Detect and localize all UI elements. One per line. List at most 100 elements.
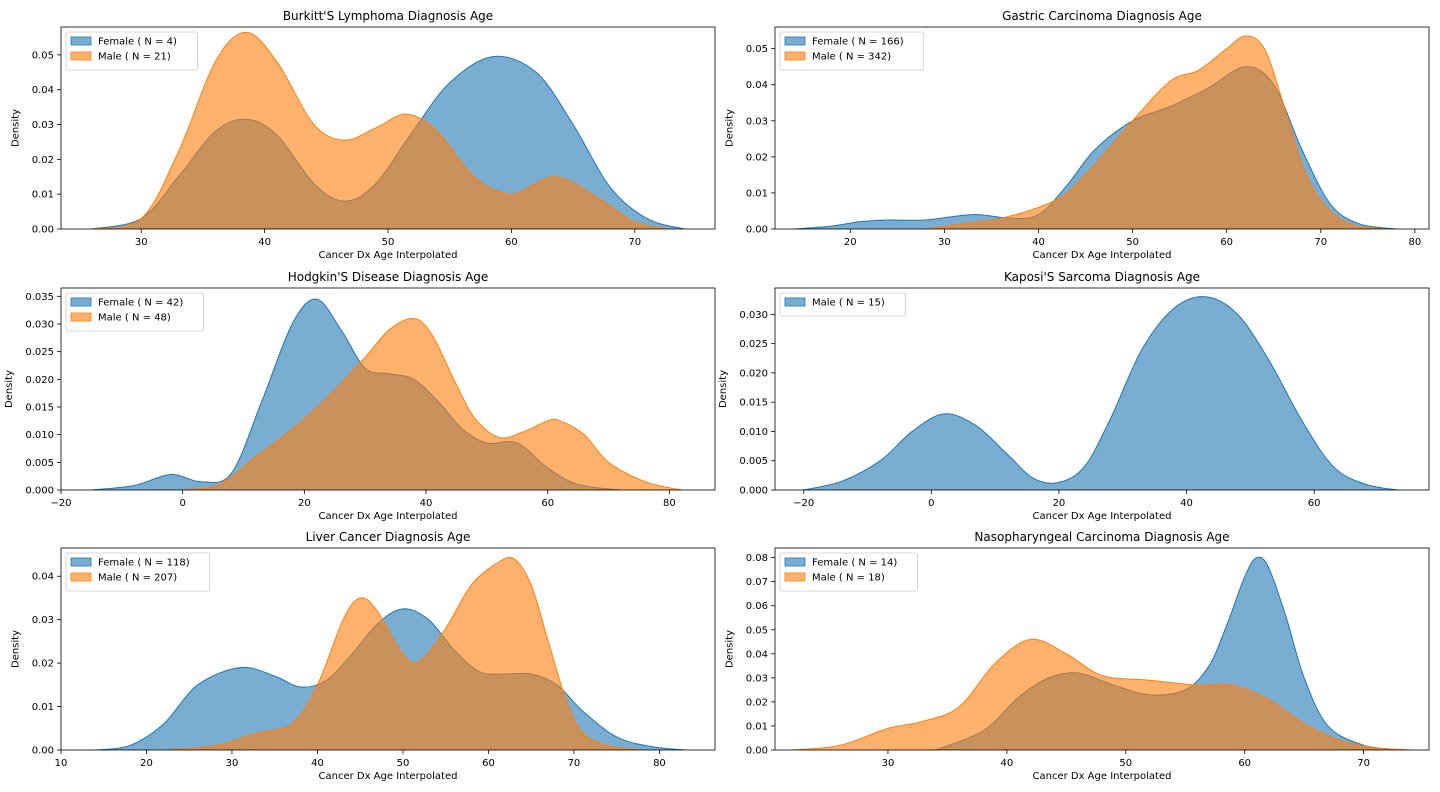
legend-swatch bbox=[70, 557, 92, 567]
density-area-2 bbox=[91, 32, 672, 229]
chart-title: Burkitt'S Lymphoma Diagnosis Age bbox=[283, 9, 493, 23]
x-tick-label: 60 bbox=[1238, 758, 1251, 769]
chart-title: Hodgkin'S Disease Diagnosis Age bbox=[288, 270, 489, 284]
chart-title: Liver Cancer Diagnosis Age bbox=[306, 530, 471, 544]
x-axis-label: Cancer Dx Age Interpolated bbox=[319, 511, 458, 522]
y-tick-label: 0.025 bbox=[739, 339, 768, 350]
y-axis-label: Density bbox=[724, 630, 735, 668]
y-tick-label: 0.00 bbox=[32, 746, 54, 757]
density-line-2 bbox=[163, 556, 643, 750]
legend-swatch bbox=[784, 557, 806, 567]
legend-swatch bbox=[70, 51, 92, 61]
legend-entry: Female ( N = 42) bbox=[98, 298, 183, 309]
legend: Female ( N = 14) Male ( N = 18) bbox=[779, 552, 919, 592]
legend-box bbox=[779, 31, 925, 71]
y-tick-label: 0.01 bbox=[746, 721, 768, 732]
y-tick-label: 0.00 bbox=[746, 225, 768, 236]
legend: Female ( N = 118) Male ( N = 207) bbox=[65, 552, 211, 592]
y-tick-label: 0.02 bbox=[746, 152, 768, 163]
legend-entry: Male ( N = 15) bbox=[812, 298, 885, 309]
y-axis-label: Density bbox=[4, 370, 15, 408]
y-tick-label: 0.06 bbox=[746, 601, 768, 612]
y-tick-label: 0.035 bbox=[25, 292, 54, 303]
y-axis-label: Density bbox=[718, 370, 729, 408]
legend-box bbox=[779, 552, 919, 592]
chart-panel-4: −20 0 20 40 60 0.000 0.005 0.010 0.015 0.020 0.025… bbox=[718, 270, 1430, 522]
density-line-1 bbox=[803, 296, 1398, 490]
legend-box bbox=[779, 292, 906, 317]
y-tick-label: 0.020 bbox=[739, 368, 768, 379]
y-axis-label: Density bbox=[724, 109, 735, 147]
x-axis-label: Cancer Dx Age Interpolated bbox=[1033, 771, 1172, 782]
x-tick-label: 30 bbox=[226, 758, 239, 769]
y-tick-label: 0.015 bbox=[25, 402, 54, 413]
legend: Female ( N = 166) Male ( N = 342) bbox=[779, 31, 925, 71]
y-tick-label: 0.03 bbox=[746, 673, 768, 684]
y-axis-label: Density bbox=[10, 109, 21, 147]
y-tick-label: 0.01 bbox=[32, 702, 54, 713]
x-tick-label: 20 bbox=[844, 237, 857, 248]
x-tick-label: 80 bbox=[663, 498, 676, 509]
axes-frame bbox=[60, 547, 716, 751]
legend-entry: Female ( N = 166) bbox=[812, 37, 904, 48]
x-tick-label: 70 bbox=[568, 758, 581, 769]
y-tick-label: 0.000 bbox=[739, 486, 768, 497]
chart-title: Gastric Carcinoma Diagnosis Age bbox=[1002, 9, 1202, 23]
chart-panel-5: 10 20 30 40 50 60 70 80 0.00 0.01 0.02 0.03 0.04 Live… bbox=[10, 530, 716, 782]
y-tick-label: 0.02 bbox=[32, 659, 54, 670]
legend-swatch bbox=[70, 36, 92, 46]
x-tick-label: 50 bbox=[397, 758, 410, 769]
legend-entry: Male ( N = 207) bbox=[98, 573, 177, 584]
x-tick-label: 40 bbox=[420, 498, 433, 509]
x-tick-label: 60 bbox=[1220, 237, 1233, 248]
chart-title: Kaposi'S Sarcoma Diagnosis Age bbox=[1004, 270, 1200, 284]
x-tick-label: 10 bbox=[55, 758, 68, 769]
y-tick-label: 0.05 bbox=[746, 625, 768, 636]
y-tick-label: 0.07 bbox=[746, 577, 768, 588]
y-tick-label: 0.08 bbox=[746, 553, 768, 564]
legend-swatch bbox=[784, 572, 806, 582]
y-tick-label: 0.005 bbox=[25, 458, 54, 469]
y-tick-label: 0.04 bbox=[746, 649, 768, 660]
x-tick-label: 40 bbox=[311, 758, 324, 769]
legend-swatch bbox=[784, 51, 806, 61]
x-tick-label: 20 bbox=[298, 498, 311, 509]
x-tick-label: −20 bbox=[50, 498, 71, 509]
legend-swatch bbox=[70, 297, 92, 307]
density-areas bbox=[95, 556, 686, 750]
x-tick-label: 50 bbox=[1119, 758, 1132, 769]
legend: Female ( N = 4) Male ( N = 21) bbox=[65, 31, 198, 71]
x-tick-label: 30 bbox=[135, 237, 148, 248]
x-tick-label: 50 bbox=[382, 237, 395, 248]
axes-frame bbox=[774, 26, 1430, 230]
legend-box bbox=[65, 292, 205, 332]
x-tick-label: 40 bbox=[1032, 237, 1045, 248]
y-tick-label: 0.02 bbox=[746, 697, 768, 708]
legend-box bbox=[65, 552, 211, 592]
y-tick-label: 0.00 bbox=[746, 746, 768, 757]
y-tick-label: 0.01 bbox=[32, 190, 54, 201]
axes-frame bbox=[774, 547, 1430, 751]
x-tick-label: 80 bbox=[653, 758, 666, 769]
y-tick-label: 0.03 bbox=[746, 116, 768, 127]
density-area-2 bbox=[925, 36, 1387, 229]
y-tick-label: 0.020 bbox=[25, 375, 54, 386]
legend-entry: Male ( N = 18) bbox=[812, 573, 885, 584]
density-line-2 bbox=[792, 638, 1412, 750]
x-axis-label: Cancer Dx Age Interpolated bbox=[319, 250, 458, 261]
y-tick-label: 0.04 bbox=[32, 85, 54, 96]
y-tick-label: 0.030 bbox=[739, 310, 768, 321]
legend-entry: Female ( N = 4) bbox=[98, 37, 177, 48]
axes-frame bbox=[774, 287, 1430, 491]
y-tick-label: 0.00 bbox=[32, 225, 54, 236]
y-tick-label: 0.015 bbox=[739, 398, 768, 409]
y-tick-label: 0.030 bbox=[25, 319, 54, 330]
chart-panel-1: 30 40 50 60 70 0.00 0.01 0.02 0.03 0.04 0.05 Burkit… bbox=[10, 9, 716, 261]
axes-frame bbox=[60, 287, 716, 491]
chart-title: Nasopharyngeal Carcinoma Diagnosis Age bbox=[974, 530, 1229, 544]
x-tick-label: 80 bbox=[1409, 237, 1422, 248]
y-tick-label: 0.03 bbox=[32, 120, 54, 131]
chart-panel-6: 30 40 50 60 70 0.00 0.01 0.02 0.03 0.04 0.05 0.06 0.… bbox=[724, 530, 1430, 782]
density-line-2 bbox=[91, 31, 672, 229]
